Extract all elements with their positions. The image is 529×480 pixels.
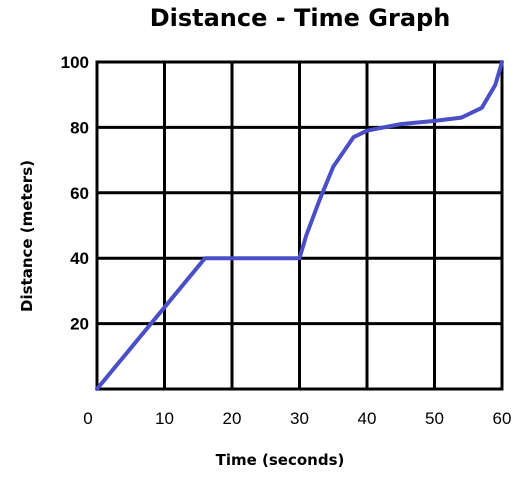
y-axis-label: Distance (meters) — [18, 160, 36, 312]
y-tick-label: 60 — [70, 184, 89, 203]
y-tick-labels: 20 40 60 80 100 — [61, 53, 89, 334]
x-tick-labels: 0 10 20 30 40 50 60 — [83, 409, 511, 428]
x-tick-label: 40 — [358, 409, 377, 428]
y-tick-label: 20 — [70, 315, 89, 334]
y-tick-label: 40 — [70, 249, 89, 268]
chart-title: Distance - Time Graph — [150, 4, 451, 32]
series-layer — [95, 60, 504, 391]
x-tick-label: 60 — [493, 409, 512, 428]
x-tick-label: 10 — [155, 409, 174, 428]
y-tick-label: 100 — [61, 53, 89, 72]
x-tick-label: 20 — [223, 409, 242, 428]
x-tick-label: 50 — [425, 409, 444, 428]
y-tick-label: 80 — [70, 118, 89, 137]
x-axis-label: Time (seconds) — [216, 451, 345, 469]
x-tick-label: 0 — [83, 409, 92, 428]
distance-line — [95, 60, 504, 391]
plot-frame — [95, 60, 504, 391]
grid — [97, 62, 502, 389]
x-tick-label: 30 — [290, 409, 309, 428]
